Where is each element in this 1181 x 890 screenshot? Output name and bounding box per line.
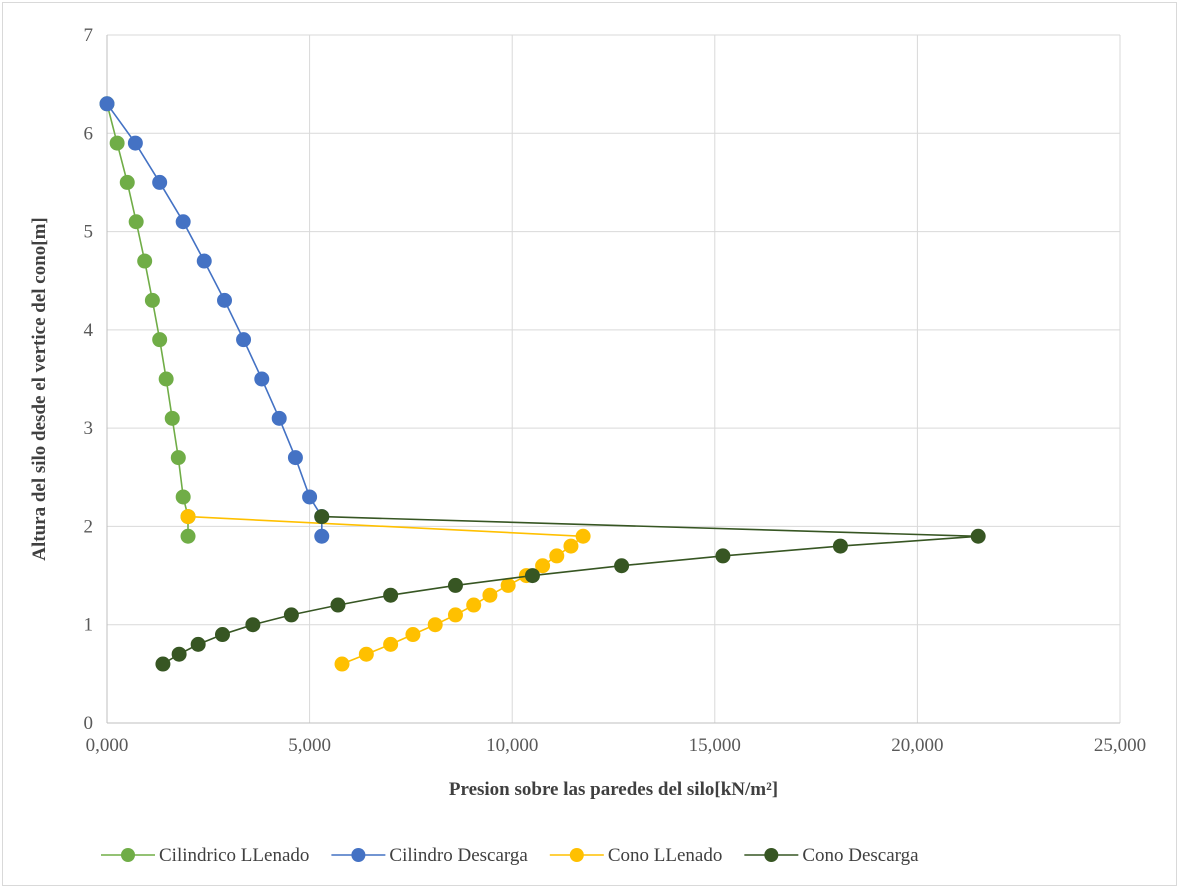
y-tick-label: 4	[84, 320, 94, 341]
data-point	[137, 253, 153, 269]
y-tick-label: 1	[84, 615, 94, 636]
y-tick-label: 3	[84, 418, 94, 439]
data-point	[175, 489, 191, 505]
data-point	[832, 538, 848, 554]
legend-swatch-marker	[351, 848, 366, 862]
series-line	[106, 103, 189, 537]
data-point	[180, 528, 196, 544]
y-tick-label: 2	[84, 516, 94, 537]
x-tick-label: 15,000	[689, 735, 741, 756]
legend-label: Cilindrico LLenado	[159, 845, 309, 866]
series-line	[106, 103, 323, 537]
x-axis-title: Presion sobre las paredes del silo[kN/m²…	[449, 779, 778, 800]
data-point	[283, 607, 299, 623]
data-point	[127, 135, 143, 151]
data-point	[614, 558, 630, 574]
legend-item-0: Cilindrico LLenado	[101, 845, 309, 866]
data-point	[500, 577, 516, 593]
data-point	[287, 450, 303, 466]
data-point	[196, 253, 212, 269]
data-point	[314, 509, 330, 525]
data-point	[170, 450, 186, 466]
y-tick-label: 7	[84, 25, 94, 46]
y-tick-label: 6	[84, 123, 94, 144]
grid-lines	[107, 34, 1121, 723]
data-point	[217, 292, 233, 308]
data-point	[524, 568, 540, 584]
data-point	[330, 597, 346, 613]
data-point	[99, 96, 115, 112]
data-point	[383, 636, 399, 652]
data-point	[447, 607, 463, 623]
data-point	[482, 587, 498, 603]
data-point	[358, 646, 374, 662]
data-point	[119, 174, 135, 190]
data-point	[427, 617, 443, 633]
legend-item-2: Cono LLenado	[549, 845, 723, 866]
data-point	[302, 489, 318, 505]
data-point	[109, 135, 125, 151]
data-point	[236, 332, 252, 348]
data-point	[180, 509, 196, 525]
data-point	[158, 371, 174, 387]
legend-item-3: Cono Descarga	[744, 845, 919, 866]
x-tick-label: 10,000	[486, 735, 538, 756]
data-point	[970, 528, 986, 544]
legend-label: Cilindro Descarga	[389, 845, 528, 866]
data-point	[152, 174, 168, 190]
data-point	[383, 587, 399, 603]
data-point	[254, 371, 270, 387]
data-point	[575, 528, 591, 544]
data-point	[152, 332, 168, 348]
data-point	[245, 617, 261, 633]
data-point	[155, 656, 171, 672]
x-tick-label: 20,000	[891, 735, 943, 756]
data-point	[214, 627, 230, 643]
data-point	[405, 627, 421, 643]
x-tick-label: 5,000	[288, 735, 331, 756]
series-1	[99, 96, 330, 544]
data-point	[549, 548, 565, 564]
data-point	[144, 292, 160, 308]
x-tick-label: 25,000	[1094, 735, 1146, 756]
x-tick-label: 0,000	[86, 735, 129, 756]
legend-swatch-marker	[121, 848, 135, 862]
legend-label: Cono Descarga	[802, 845, 919, 866]
data-point	[190, 636, 206, 652]
data-point	[171, 646, 187, 662]
legend-label: Cono LLenado	[608, 845, 723, 866]
series-layer	[99, 96, 986, 672]
data-point	[334, 656, 350, 672]
chart-svg: 0,000 5,000 10,000 15,000 20,000 25,000 0 1 2 3 4 5…	[29, 25, 1147, 866]
data-point	[271, 410, 287, 426]
data-point	[563, 538, 579, 554]
data-point	[128, 214, 144, 230]
legend: Cilindrico LLenado Cilindro Descarga Cono …	[101, 845, 919, 866]
y-tick-label: 5	[84, 222, 94, 243]
series-3	[155, 509, 986, 672]
data-point	[175, 214, 191, 230]
data-point	[466, 597, 482, 613]
data-point	[447, 577, 463, 593]
legend-swatch-marker	[764, 848, 779, 862]
legend-item-1: Cilindro Descarga	[331, 845, 528, 866]
y-tick-label: 0	[84, 713, 94, 734]
data-point	[314, 528, 330, 544]
data-point	[535, 558, 551, 574]
legend-swatch-marker	[569, 848, 584, 862]
y-axis-title: Altura del silo desde el vertice del con…	[29, 217, 50, 561]
data-point	[164, 410, 180, 426]
tick-labels: 0,000 5,000 10,000 15,000 20,000 25,000 0 1 2 3 4 5…	[84, 25, 1147, 756]
axes	[106, 35, 1120, 724]
data-point	[715, 548, 731, 564]
